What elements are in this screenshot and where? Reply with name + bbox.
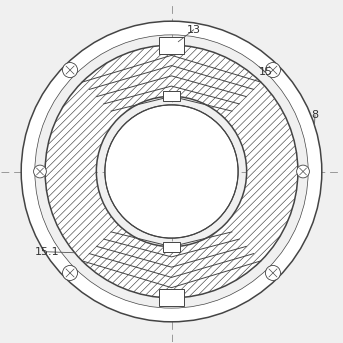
Wedge shape [55, 82, 118, 143]
Wedge shape [241, 123, 298, 172]
Circle shape [62, 62, 78, 78]
Circle shape [297, 165, 309, 178]
Text: 15: 15 [258, 68, 272, 78]
Text: 13: 13 [187, 25, 201, 35]
Wedge shape [45, 123, 102, 172]
Wedge shape [123, 45, 172, 102]
Wedge shape [225, 82, 288, 143]
Polygon shape [163, 241, 180, 252]
Text: 8: 8 [311, 110, 319, 120]
Circle shape [105, 105, 238, 238]
Circle shape [265, 265, 281, 281]
Wedge shape [55, 200, 118, 261]
Circle shape [265, 62, 281, 78]
Wedge shape [82, 55, 143, 118]
Wedge shape [200, 225, 261, 288]
Wedge shape [200, 55, 261, 118]
Wedge shape [82, 225, 143, 288]
Circle shape [34, 165, 46, 178]
Polygon shape [159, 289, 184, 306]
Wedge shape [225, 200, 288, 261]
Text: 15.1: 15.1 [35, 247, 59, 257]
Wedge shape [241, 172, 298, 220]
Wedge shape [123, 241, 172, 298]
Wedge shape [172, 241, 220, 298]
Polygon shape [159, 37, 184, 54]
Wedge shape [45, 172, 102, 220]
Polygon shape [163, 91, 180, 102]
Circle shape [62, 265, 78, 281]
Wedge shape [172, 45, 220, 102]
